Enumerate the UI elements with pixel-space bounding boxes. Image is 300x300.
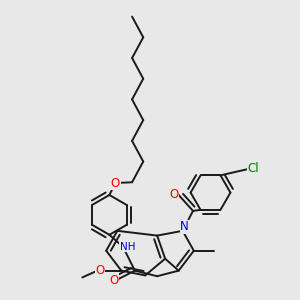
- Text: O: O: [110, 274, 119, 287]
- Text: O: O: [169, 188, 178, 202]
- Text: NH: NH: [120, 242, 136, 252]
- Text: Cl: Cl: [248, 162, 259, 175]
- Text: O: O: [96, 264, 105, 277]
- Text: O: O: [111, 176, 120, 190]
- Text: N: N: [180, 220, 189, 233]
